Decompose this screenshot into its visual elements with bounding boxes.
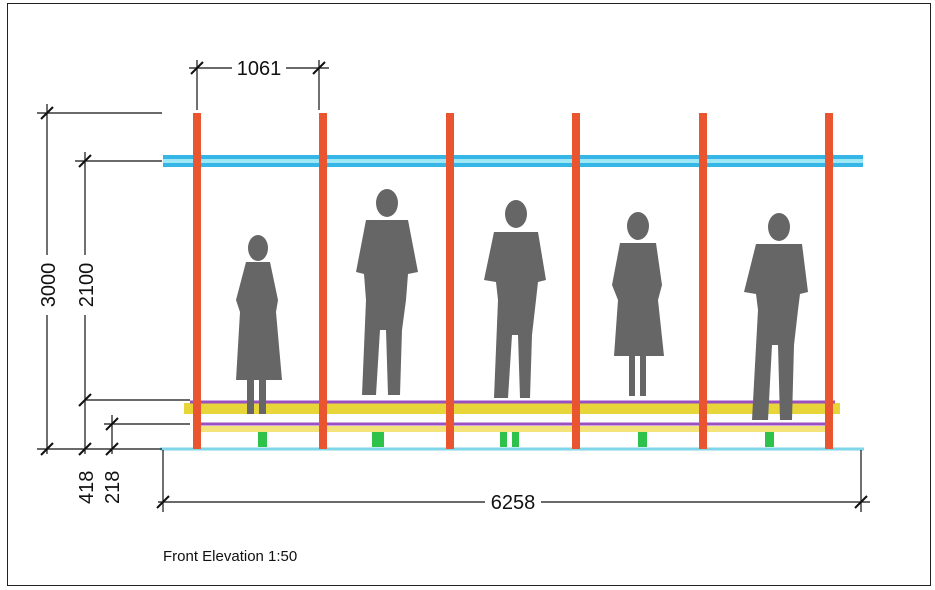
total-width-label: 6258 [491,492,536,514]
person-silhouette [236,235,282,414]
lower-beam [195,426,830,432]
base-block [258,432,267,447]
base-block [512,432,519,447]
base-block [500,432,507,447]
column [699,113,707,449]
column [572,113,580,449]
base-block [372,432,384,447]
roof-beam-highlight [163,159,863,163]
person-silhouette [484,200,546,398]
base-block [638,432,647,447]
column [193,113,201,449]
base-blocks [258,432,774,447]
column [319,113,327,449]
floor-height-label: 418 [76,471,98,504]
roof-height-label: 2100 [76,263,98,308]
people-silhouettes [236,189,808,420]
drawing-caption: Front Elevation 1:50 [163,548,298,565]
bay-width-label: 1061 [237,58,282,80]
column [825,113,833,449]
drawing-frame [7,3,931,586]
person-silhouette [612,212,664,396]
step-height-label: 218 [102,471,124,504]
column [446,113,454,449]
person-silhouette [744,213,808,420]
person-silhouette [356,189,418,395]
base-block [765,432,774,447]
floor-beam [184,403,840,414]
columns [193,113,833,449]
total-height-label: 3000 [38,263,60,308]
